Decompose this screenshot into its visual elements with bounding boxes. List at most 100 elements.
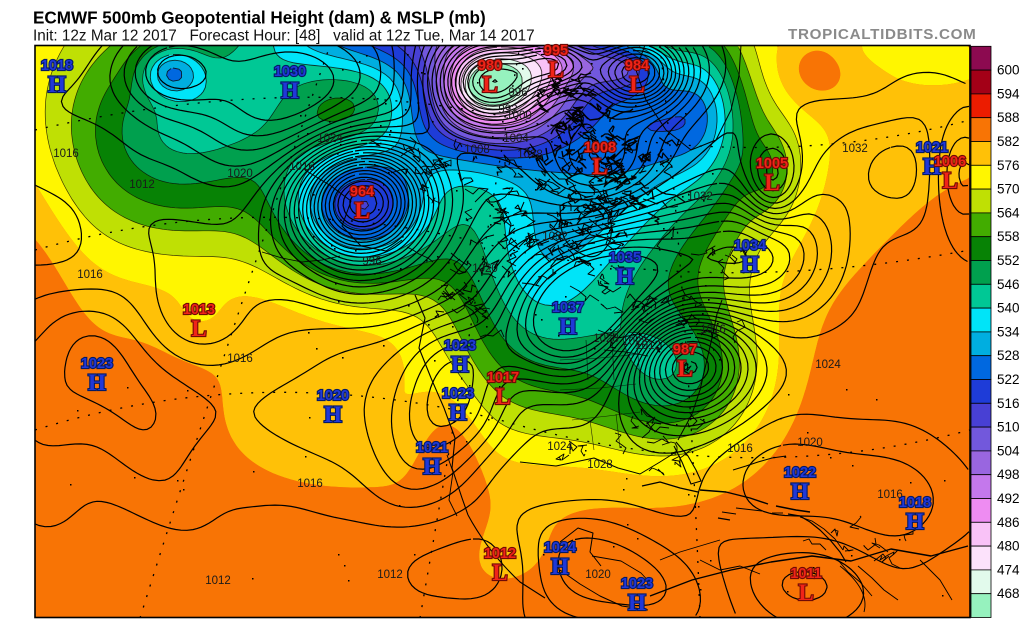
svg-text:1017: 1017	[487, 370, 519, 386]
svg-text:1023: 1023	[621, 576, 653, 592]
svg-text:1004: 1004	[503, 133, 529, 145]
svg-text:1028: 1028	[622, 336, 648, 348]
svg-text:L: L	[354, 198, 369, 223]
svg-text:1021: 1021	[916, 140, 948, 156]
svg-text:1016: 1016	[877, 489, 903, 501]
svg-text:522: 522	[997, 372, 1020, 387]
svg-text:1023: 1023	[442, 386, 474, 402]
svg-text:1020: 1020	[585, 569, 611, 581]
svg-text:1023: 1023	[81, 356, 113, 372]
svg-text:534: 534	[997, 324, 1020, 339]
svg-text:1032: 1032	[687, 191, 713, 203]
svg-text:H: H	[551, 554, 569, 579]
svg-text:558: 558	[997, 229, 1020, 244]
svg-text:L: L	[592, 154, 607, 179]
svg-text:1000: 1000	[506, 110, 532, 122]
svg-text:L: L	[942, 168, 957, 193]
svg-text:492: 492	[997, 491, 1020, 506]
svg-text:486: 486	[997, 515, 1020, 530]
svg-text:H: H	[423, 454, 441, 479]
svg-text:1023: 1023	[444, 338, 476, 354]
svg-text:1016: 1016	[297, 478, 323, 490]
svg-text:1024: 1024	[317, 133, 343, 145]
svg-text:H: H	[906, 509, 924, 534]
svg-text:964: 964	[350, 184, 374, 200]
svg-text:1020: 1020	[227, 168, 253, 180]
svg-text:L: L	[677, 356, 692, 381]
svg-text:564: 564	[997, 205, 1020, 220]
svg-text:588: 588	[997, 110, 1020, 125]
svg-text:1016: 1016	[727, 443, 753, 455]
svg-text:L: L	[629, 72, 644, 97]
svg-text:1011: 1011	[790, 566, 821, 582]
svg-text:H: H	[616, 264, 634, 289]
svg-text:L: L	[798, 580, 813, 605]
svg-text:1016: 1016	[53, 148, 79, 160]
svg-text:1022: 1022	[784, 465, 816, 481]
svg-text:L: L	[492, 560, 507, 585]
svg-text:1006: 1006	[934, 154, 966, 170]
svg-text:504: 504	[997, 443, 1020, 458]
svg-text:1028: 1028	[593, 333, 619, 345]
svg-text:474: 474	[997, 562, 1020, 577]
svg-text:TROPICALTIDBITS.COM: TROPICALTIDBITS.COM	[788, 26, 977, 43]
svg-text:L: L	[482, 72, 497, 97]
svg-text:1012: 1012	[205, 575, 231, 587]
svg-text:1013: 1013	[183, 302, 215, 318]
svg-text:1032: 1032	[842, 143, 868, 155]
svg-text:1016: 1016	[289, 161, 315, 173]
svg-text:1028: 1028	[587, 459, 613, 471]
svg-text:1018: 1018	[899, 495, 931, 511]
svg-text:H: H	[449, 400, 467, 425]
svg-text:570: 570	[997, 182, 1020, 197]
svg-text:H: H	[48, 72, 66, 97]
svg-text:1028: 1028	[517, 149, 543, 161]
svg-text:987: 987	[673, 342, 697, 358]
svg-text:984: 984	[625, 58, 649, 74]
svg-text:992: 992	[498, 104, 517, 116]
svg-text:1032: 1032	[542, 231, 568, 243]
svg-text:1034: 1034	[734, 238, 766, 254]
svg-text:1024: 1024	[547, 441, 573, 453]
svg-text:1012: 1012	[635, 340, 661, 352]
svg-text:1024: 1024	[815, 359, 841, 371]
svg-text:1024: 1024	[544, 540, 576, 556]
svg-text:1008: 1008	[584, 140, 616, 156]
svg-text:L: L	[548, 57, 563, 82]
svg-text:H: H	[324, 402, 342, 427]
svg-text:L: L	[191, 316, 206, 341]
svg-text:1016: 1016	[227, 353, 253, 365]
svg-text:1020: 1020	[472, 263, 498, 275]
svg-text:498: 498	[997, 467, 1020, 482]
svg-text:594: 594	[997, 86, 1020, 101]
svg-text:546: 546	[997, 277, 1020, 292]
svg-text:1016: 1016	[77, 269, 103, 281]
svg-text:H: H	[923, 154, 941, 179]
svg-text:1020: 1020	[797, 437, 823, 449]
svg-text:540: 540	[997, 301, 1020, 316]
svg-text:510: 510	[997, 420, 1020, 435]
svg-text:996: 996	[362, 256, 381, 268]
svg-text:1005: 1005	[756, 156, 788, 172]
svg-text:H: H	[88, 370, 106, 395]
svg-text:468: 468	[997, 586, 1020, 601]
svg-text:H: H	[628, 590, 646, 615]
svg-text:1037: 1037	[552, 300, 584, 316]
svg-text:480: 480	[997, 539, 1020, 554]
svg-text:H: H	[559, 314, 577, 339]
svg-text:1018: 1018	[41, 58, 73, 74]
svg-text:995: 995	[544, 43, 568, 59]
svg-text:H: H	[451, 352, 469, 377]
svg-text:576: 576	[997, 158, 1020, 173]
svg-text:L: L	[495, 384, 510, 409]
svg-text:1030: 1030	[274, 64, 306, 80]
svg-text:582: 582	[997, 134, 1020, 149]
svg-text:996: 996	[508, 87, 527, 99]
svg-text:ECMWF 500mb Geopotential Heigh: ECMWF 500mb Geopotential Height (dam) & …	[33, 9, 486, 28]
svg-text:980: 980	[478, 58, 502, 74]
svg-text:Init: 12z Mar 12 2017 Foreca: Init: 12z Mar 12 2017 Forecast Hour: [48…	[33, 28, 535, 45]
svg-text:1012: 1012	[484, 546, 516, 562]
svg-text:1016: 1016	[700, 324, 726, 336]
svg-text:552: 552	[997, 253, 1020, 268]
svg-text:1035: 1035	[609, 250, 641, 266]
